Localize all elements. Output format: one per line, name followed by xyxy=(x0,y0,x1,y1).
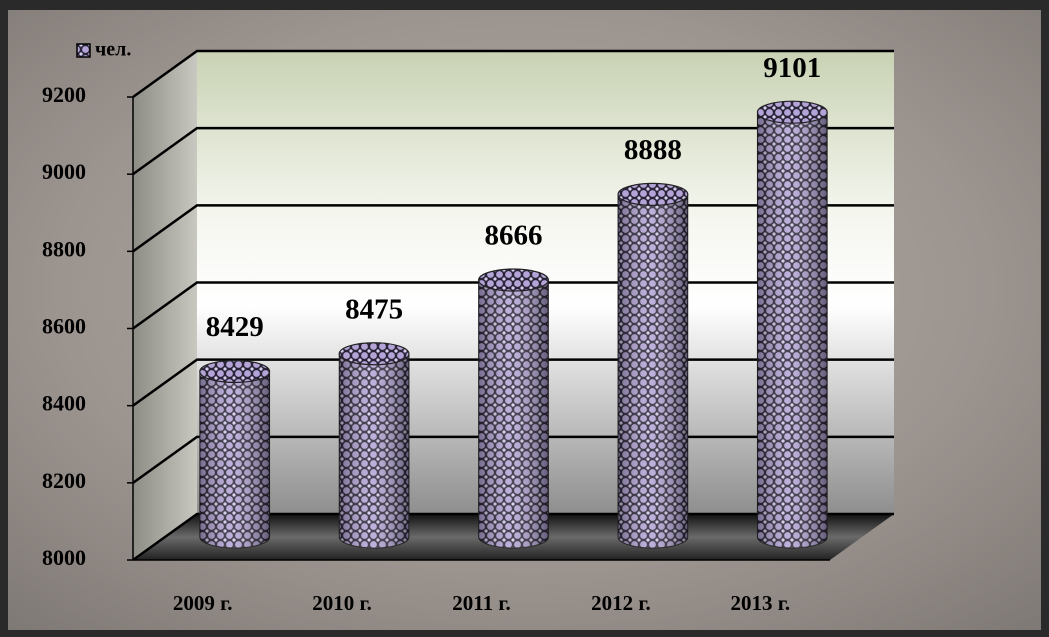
value-label: 9101 xyxy=(763,52,821,84)
x-tick-label: 2013 г. xyxy=(730,591,790,615)
bar-shade xyxy=(339,353,409,548)
bar-top xyxy=(617,182,689,206)
bar-top xyxy=(756,100,828,124)
value-label: 8666 xyxy=(485,220,543,252)
legend-swatch xyxy=(76,43,91,58)
grid-line xyxy=(132,126,894,176)
y-tick-label: 8200 xyxy=(42,468,86,493)
bar-shade xyxy=(757,112,828,548)
y-tick-label: 8000 xyxy=(42,545,86,570)
x-tick-label: 2011 г. xyxy=(452,591,511,615)
bar-shade xyxy=(478,280,549,548)
bar-shade xyxy=(199,371,270,548)
y-tick-label: 8600 xyxy=(42,314,86,339)
x-tick-label: 2012 г. xyxy=(591,591,651,615)
value-label: 8429 xyxy=(206,311,264,343)
bar-top xyxy=(478,268,549,292)
x-tick-label: 2010 г. xyxy=(312,591,372,615)
y-tick-label: 8800 xyxy=(42,236,86,261)
value-label: 8888 xyxy=(624,134,682,166)
y-tick-label: 9200 xyxy=(42,82,86,107)
bar-top xyxy=(338,342,410,366)
bar-shade xyxy=(618,194,688,548)
bar-top xyxy=(199,359,271,384)
y-tick-label: 8400 xyxy=(42,391,86,416)
value-label: 8475 xyxy=(345,293,403,325)
x-tick-label: 2009 г. xyxy=(173,591,233,615)
grid-line xyxy=(132,49,894,99)
legend-label: чел. xyxy=(95,39,131,61)
y-tick-label: 9000 xyxy=(42,159,86,184)
